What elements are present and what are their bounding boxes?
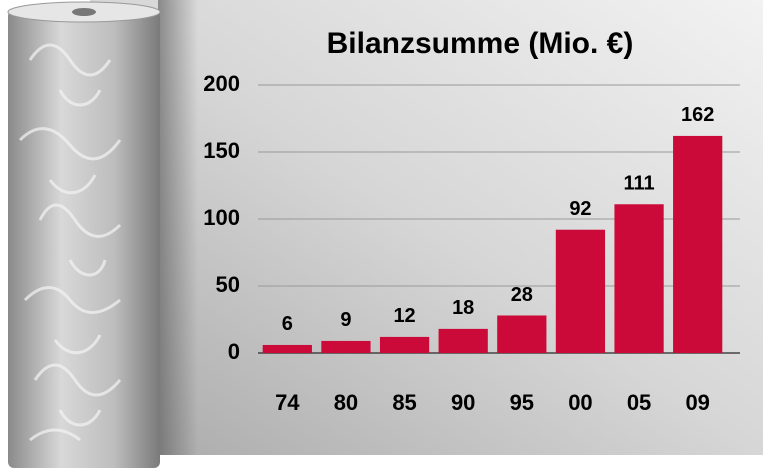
bar (438, 328, 488, 353)
data-label: 9 (340, 309, 351, 331)
bar (614, 204, 664, 353)
bar (497, 315, 547, 353)
x-tick-label: 90 (451, 390, 475, 415)
data-label: 162 (681, 104, 714, 126)
x-tick-label: 09 (685, 390, 709, 415)
bar (673, 135, 723, 353)
bar (379, 336, 430, 353)
data-label: 92 (569, 198, 591, 220)
bar (321, 340, 371, 353)
x-tick-label: 74 (275, 390, 300, 415)
y-tick-label: 50 (216, 272, 240, 297)
x-tick-label: 05 (627, 390, 651, 415)
data-label: 12 (393, 305, 415, 327)
x-tick-label: 00 (568, 390, 592, 415)
x-tick-label: 95 (510, 390, 534, 415)
data-label: 6 (282, 313, 293, 335)
wallpaper-roll (7, 1, 161, 468)
chart-title: Bilanzsumme (Mio. €) (327, 27, 634, 60)
data-label: 18 (452, 297, 474, 319)
y-tick-label: 200 (203, 71, 240, 96)
x-tick-label: 85 (392, 390, 416, 415)
data-label: 28 (511, 284, 533, 306)
roll-shadow (158, 0, 198, 455)
bar (555, 229, 606, 353)
data-label: 111 (623, 173, 654, 195)
y-tick-label: 0 (228, 339, 240, 364)
x-tick-label: 80 (334, 390, 358, 415)
y-tick-label: 100 (203, 205, 240, 230)
y-tick-label: 150 (203, 138, 240, 163)
bar (262, 344, 312, 353)
